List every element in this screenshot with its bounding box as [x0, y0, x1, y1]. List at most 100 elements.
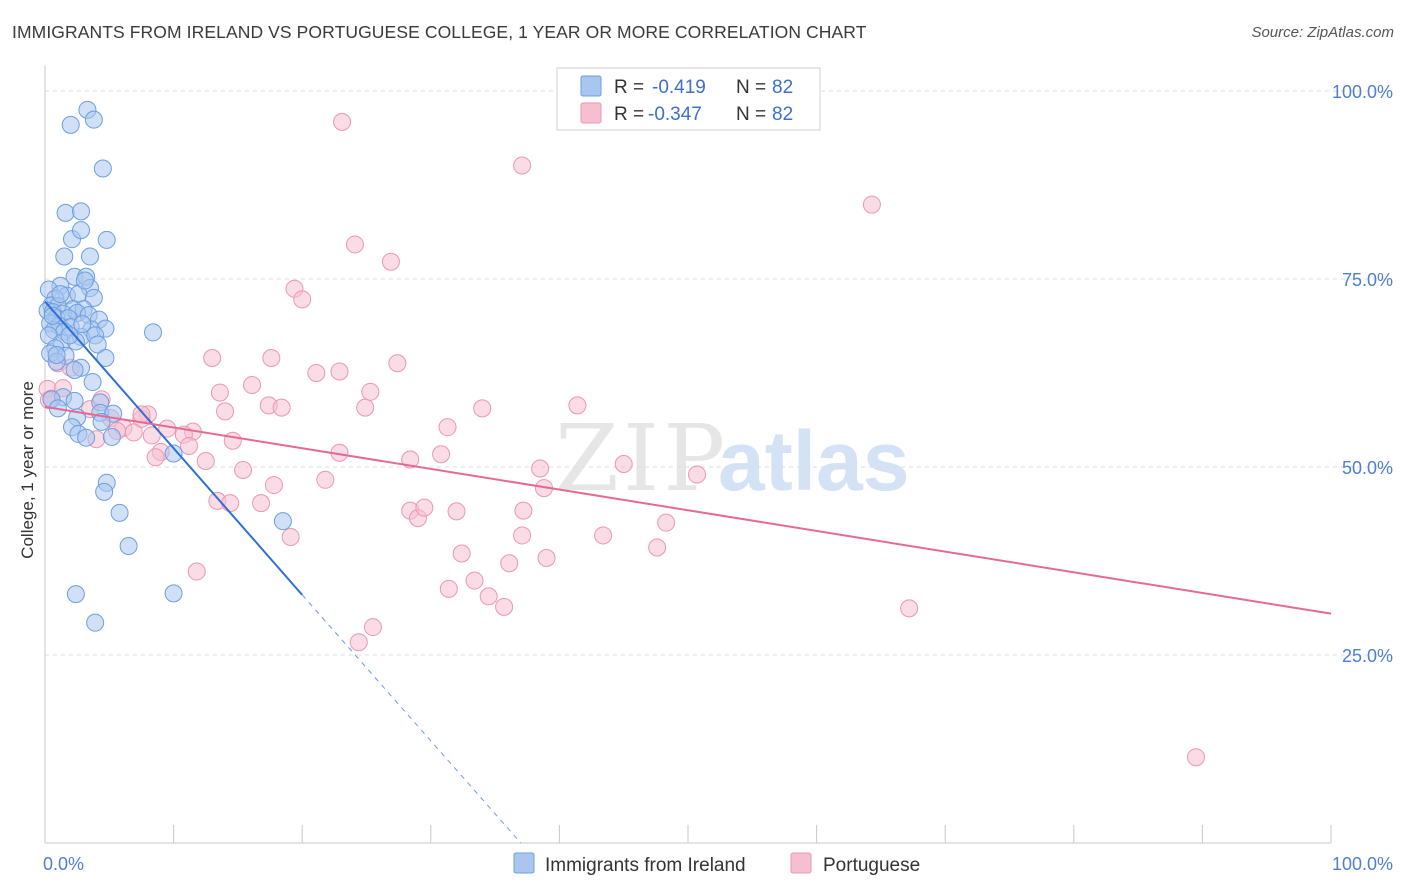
point-portuguese [262, 348, 281, 367]
y-tick-label: 25.0% [1342, 646, 1393, 666]
point-ireland [96, 348, 115, 367]
point-ireland [55, 247, 74, 266]
point-ireland [75, 271, 94, 290]
point-ireland [72, 202, 91, 221]
point-portuguese [900, 599, 919, 618]
point-portuguese [495, 597, 514, 616]
point-portuguese [234, 461, 253, 480]
point-portuguese [388, 354, 407, 373]
point-portuguese [216, 402, 235, 421]
point-ireland [84, 110, 103, 129]
point-portuguese [688, 465, 707, 484]
legend-n-value-ireland: 82 [772, 77, 793, 98]
point-portuguese [142, 426, 161, 445]
point-portuguese [648, 538, 667, 557]
point-portuguese [264, 476, 283, 495]
point-portuguese [196, 452, 215, 471]
point-portuguese [513, 526, 532, 545]
point-portuguese [180, 436, 199, 455]
point-ireland [86, 613, 105, 632]
point-ireland [102, 427, 121, 446]
point-portuguese [401, 450, 420, 469]
point-portuguese [281, 527, 300, 546]
point-portuguese [223, 431, 242, 450]
point-portuguese [349, 633, 368, 652]
point-ireland [144, 323, 163, 342]
point-ireland [65, 361, 84, 380]
point-portuguese [1186, 748, 1205, 767]
point-ireland [61, 115, 80, 134]
legend-swatch-portuguese [580, 102, 602, 124]
point-portuguese [243, 376, 262, 395]
point-portuguese [381, 252, 400, 271]
point-portuguese [465, 571, 484, 590]
point-portuguese [479, 587, 498, 606]
series-ireland-points [38, 100, 292, 632]
trend-line-ireland [44, 300, 303, 596]
series-legend: Immigrants from Ireland Portuguese [513, 852, 920, 876]
watermark-atlas: atlas [718, 414, 909, 508]
point-portuguese [438, 418, 457, 437]
point-portuguese [187, 562, 206, 581]
point-ireland [83, 373, 102, 392]
bottom-legend-label-ireland: Immigrants from Ireland [545, 855, 746, 876]
legend-swatch-ireland [580, 75, 602, 97]
correlation-legend: R = -0.419 N = 82 R = -0.347 N = 82 [556, 67, 821, 131]
y-tick-label: 100.0% [1332, 82, 1393, 102]
watermark: ZIP atlas [555, 405, 909, 512]
point-ireland [97, 230, 116, 249]
point-ireland [66, 585, 85, 604]
axes [44, 66, 1332, 844]
point-portuguese [568, 396, 587, 415]
point-portuguese [345, 235, 364, 254]
point-portuguese [146, 448, 165, 467]
legend-r-label-ireland: R = [614, 77, 644, 98]
bottom-legend-label-portuguese: Portuguese [823, 855, 920, 876]
point-portuguese [514, 501, 533, 520]
legend-n-label-portuguese: N = [736, 104, 766, 125]
tick-labels: 25.0% 50.0% 75.0% 100.0% 0.0% 100.0% [43, 82, 1393, 874]
point-portuguese [500, 554, 519, 573]
point-ireland [65, 391, 84, 410]
x-tick-label-start: 0.0% [43, 854, 84, 874]
y-tick-label: 50.0% [1342, 458, 1393, 478]
y-tick-label: 75.0% [1342, 270, 1393, 290]
point-portuguese [221, 494, 240, 513]
point-portuguese [124, 423, 143, 442]
point-portuguese [432, 445, 451, 464]
point-ireland [81, 247, 100, 266]
legend-n-value-portuguese: 82 [772, 104, 793, 125]
point-portuguese [272, 398, 291, 417]
legend-r-value-portuguese: -0.347 [648, 104, 702, 125]
bottom-legend-swatch-portuguese [790, 852, 812, 874]
point-portuguese [537, 549, 556, 568]
point-portuguese [657, 513, 676, 532]
point-ireland [273, 512, 292, 531]
point-ireland [164, 444, 183, 463]
point-ireland [73, 315, 92, 334]
point-ireland [93, 159, 112, 178]
watermark-zip: ZIP [555, 405, 729, 512]
bottom-legend-swatch-ireland [513, 852, 535, 874]
x-tick-label-end: 100.0% [1332, 854, 1393, 874]
trend-lines [44, 300, 1332, 844]
y-axis-label: College, 1 year or more [18, 381, 37, 559]
point-portuguese [531, 459, 550, 478]
legend-n-label-ireland: N = [736, 77, 766, 98]
point-portuguese [614, 455, 633, 474]
point-portuguese [862, 195, 881, 214]
point-ireland [72, 221, 91, 240]
point-ireland [43, 306, 62, 325]
point-portuguese [356, 398, 375, 417]
point-portuguese [307, 364, 326, 383]
point-portuguese [132, 405, 151, 424]
point-portuguese [330, 362, 349, 381]
point-ireland [60, 326, 79, 345]
point-ireland [95, 482, 114, 501]
point-portuguese [316, 470, 335, 489]
chart-source: Source: ZipAtlas.com [1251, 24, 1394, 41]
point-ireland [56, 203, 75, 222]
point-ireland [47, 345, 66, 364]
point-ireland [51, 285, 70, 304]
